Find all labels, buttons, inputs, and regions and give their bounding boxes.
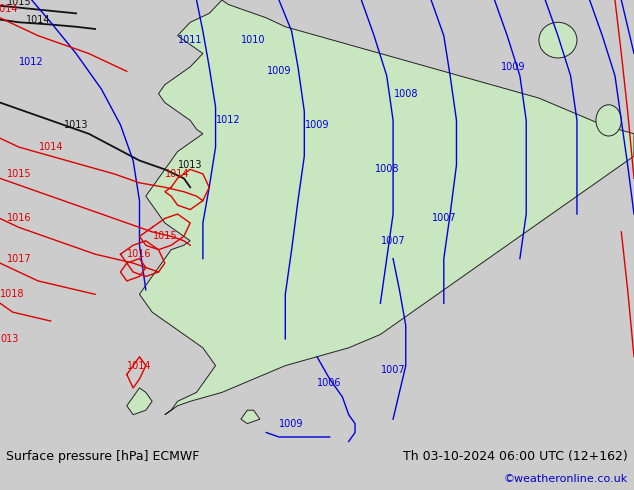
Text: 1009: 1009 bbox=[501, 62, 526, 72]
Text: 1013: 1013 bbox=[64, 120, 88, 130]
Text: 1015: 1015 bbox=[153, 231, 177, 242]
Text: 1014: 1014 bbox=[165, 169, 190, 179]
Text: 1018: 1018 bbox=[1, 289, 25, 299]
Text: 1010: 1010 bbox=[242, 35, 266, 45]
Text: 1007: 1007 bbox=[381, 236, 405, 246]
Text: 1007: 1007 bbox=[381, 365, 405, 375]
Text: 1011: 1011 bbox=[178, 35, 202, 45]
Text: 1008: 1008 bbox=[375, 165, 399, 174]
Text: 1017: 1017 bbox=[7, 254, 31, 264]
Text: 1014: 1014 bbox=[26, 15, 50, 25]
Text: 1015: 1015 bbox=[7, 169, 31, 179]
Text: 1013: 1013 bbox=[178, 160, 202, 170]
Text: 1007: 1007 bbox=[432, 214, 456, 223]
Polygon shape bbox=[139, 0, 634, 415]
Text: 1012: 1012 bbox=[20, 57, 44, 68]
Text: Surface pressure [hPa] ECMWF: Surface pressure [hPa] ECMWF bbox=[6, 450, 200, 464]
Text: 1009: 1009 bbox=[305, 120, 329, 130]
Text: 1008: 1008 bbox=[394, 89, 418, 98]
Text: 1009: 1009 bbox=[267, 66, 291, 76]
Text: ©weatheronline.co.uk: ©weatheronline.co.uk bbox=[503, 474, 628, 484]
Text: Th 03-10-2024 06:00 UTC (12+162): Th 03-10-2024 06:00 UTC (12+162) bbox=[403, 450, 628, 464]
Text: 1014: 1014 bbox=[127, 361, 152, 370]
Ellipse shape bbox=[596, 105, 621, 136]
Text: 1006: 1006 bbox=[318, 378, 342, 389]
Text: 1016: 1016 bbox=[127, 249, 152, 259]
Text: 1016: 1016 bbox=[7, 214, 31, 223]
Text: 1015: 1015 bbox=[7, 0, 31, 7]
Polygon shape bbox=[241, 410, 260, 423]
Text: 1009: 1009 bbox=[280, 418, 304, 429]
Text: 1012: 1012 bbox=[216, 115, 240, 125]
Polygon shape bbox=[127, 388, 152, 415]
Text: 013: 013 bbox=[0, 334, 18, 344]
Text: 1014: 1014 bbox=[39, 142, 63, 152]
Ellipse shape bbox=[539, 22, 577, 58]
Text: 1014: 1014 bbox=[0, 4, 18, 14]
